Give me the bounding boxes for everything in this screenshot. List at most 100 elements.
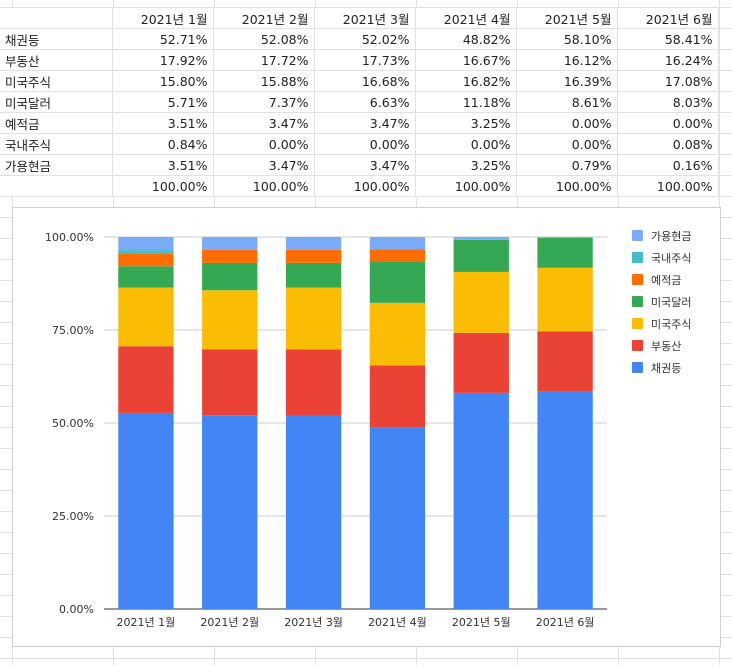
bar-segment[interactable] (285, 287, 342, 350)
value-cell[interactable]: 17.72% (213, 49, 315, 71)
value-cell[interactable]: 3.47% (314, 154, 416, 176)
bar-segment[interactable] (202, 237, 258, 250)
value-cell[interactable]: 17.08% (617, 70, 719, 92)
value-cell[interactable]: 58.10% (516, 28, 618, 50)
value-cell[interactable]: 0.00% (516, 133, 618, 155)
bar-segment[interactable] (369, 249, 426, 262)
bar-segment[interactable] (202, 415, 258, 609)
bar-segment[interactable] (369, 365, 426, 428)
row-label-cell[interactable]: 국내주식 (0, 133, 113, 155)
value-cell[interactable]: 17.92% (112, 49, 214, 71)
legend-swatch[interactable] (632, 362, 643, 373)
value-cell[interactable]: 16.24% (617, 49, 719, 71)
value-cell[interactable]: 11.18% (415, 91, 517, 113)
bar-segment[interactable] (537, 391, 593, 609)
value-cell[interactable]: 8.03% (617, 91, 719, 113)
value-cell[interactable]: 3.51% (112, 112, 214, 134)
value-cell[interactable]: 0.00% (516, 112, 618, 134)
value-cell[interactable]: 52.08% (213, 28, 315, 50)
bar-segment[interactable] (118, 287, 174, 347)
column-header-cell[interactable]: 2021년 4월 (415, 7, 517, 29)
value-cell[interactable]: 16.39% (516, 70, 618, 92)
value-cell[interactable]: 52.71% (112, 28, 214, 50)
value-cell[interactable]: 7.37% (213, 91, 315, 113)
bar-segment[interactable] (285, 249, 342, 263)
value-cell[interactable]: 3.47% (213, 154, 315, 176)
column-header-cell[interactable]: 2021년 2월 (213, 7, 315, 29)
bar-segment[interactable] (537, 331, 593, 392)
bar-segment[interactable] (453, 392, 509, 609)
legend-swatch[interactable] (632, 274, 643, 285)
legend-swatch[interactable] (632, 318, 643, 329)
row-label-cell[interactable]: 미국주식 (0, 70, 113, 92)
value-cell[interactable]: 3.51% (112, 154, 214, 176)
bar-segment[interactable] (118, 250, 174, 254)
bar-segment[interactable] (285, 349, 342, 416)
bar-segment[interactable] (202, 349, 258, 416)
stacked-bar-chart[interactable]: 0.00% 25.00% 50.00% 75.00% 100.00% 2021년 1월 20… (12, 207, 721, 647)
value-cell[interactable]: 3.25% (415, 112, 517, 134)
bar-segment[interactable] (118, 346, 174, 413)
value-cell[interactable]: 16.67% (415, 49, 517, 71)
value-cell[interactable]: 15.88% (213, 70, 315, 92)
bar-segment[interactable] (202, 262, 258, 291)
value-cell[interactable]: 100.00% (314, 175, 416, 197)
bar-segment[interactable] (537, 237, 593, 238)
bar-segment[interactable] (202, 249, 258, 263)
value-cell[interactable]: 0.16% (617, 154, 719, 176)
column-header-cell[interactable]: 2021년 3월 (314, 7, 416, 29)
value-cell[interactable]: 48.82% (415, 28, 517, 50)
column-header-cell[interactable]: 2021년 1월 (112, 7, 214, 29)
row-label-cell[interactable]: 미국달러 (0, 91, 113, 113)
row-label-cell[interactable] (0, 175, 113, 197)
bar-segment[interactable] (285, 237, 342, 250)
value-cell[interactable]: 100.00% (415, 175, 517, 197)
column-header-cell[interactable]: 2021년 5월 (516, 7, 618, 29)
value-cell[interactable]: 0.79% (516, 154, 618, 176)
bar-segment[interactable] (118, 237, 174, 251)
bar-segment[interactable] (285, 415, 342, 609)
value-cell[interactable]: 100.00% (516, 175, 618, 197)
bar-segment[interactable] (285, 262, 342, 288)
bar-segment[interactable] (453, 239, 509, 272)
bar-segment[interactable] (118, 253, 174, 267)
value-cell[interactable]: 0.08% (617, 133, 719, 155)
legend-swatch[interactable] (632, 340, 643, 351)
value-cell[interactable]: 16.82% (415, 70, 517, 92)
value-cell[interactable]: 16.68% (314, 70, 416, 92)
value-cell[interactable]: 0.00% (314, 133, 416, 155)
bar-segment[interactable] (369, 427, 426, 609)
value-cell[interactable]: 6.63% (314, 91, 416, 113)
value-cell[interactable]: 16.12% (516, 49, 618, 71)
value-cell[interactable]: 17.73% (314, 49, 416, 71)
value-cell[interactable]: 100.00% (213, 175, 315, 197)
bar-segment[interactable] (369, 261, 426, 303)
bar-segment[interactable] (118, 412, 174, 609)
value-cell[interactable]: 8.61% (516, 91, 618, 113)
bar-segment[interactable] (118, 266, 174, 288)
bar-segment[interactable] (453, 236, 509, 240)
value-cell[interactable]: 3.47% (314, 112, 416, 134)
bar-segment[interactable] (537, 237, 593, 268)
bar-segment[interactable] (453, 271, 509, 333)
value-cell[interactable]: 100.00% (112, 175, 214, 197)
value-cell[interactable]: 0.84% (112, 133, 214, 155)
value-cell[interactable]: 15.80% (112, 70, 214, 92)
value-cell[interactable]: 3.25% (415, 154, 517, 176)
value-cell[interactable]: 0.00% (415, 133, 517, 155)
row-label-cell[interactable]: 채권등 (0, 28, 113, 50)
row-label-cell[interactable]: 부동산 (0, 49, 113, 71)
value-cell[interactable]: 100.00% (617, 175, 719, 197)
row-label-cell[interactable]: 예적금 (0, 112, 113, 134)
value-cell[interactable]: 3.47% (213, 112, 315, 134)
bar-segment[interactable] (369, 302, 426, 366)
value-cell[interactable]: 0.00% (213, 133, 315, 155)
bar-segment[interactable] (453, 332, 509, 393)
value-cell[interactable]: 0.00% (617, 112, 719, 134)
bar-segment[interactable] (202, 290, 258, 350)
legend-swatch[interactable] (632, 252, 643, 263)
corner-cell[interactable] (0, 7, 113, 29)
value-cell[interactable]: 5.71% (112, 91, 214, 113)
row-label-cell[interactable]: 가용현금 (0, 154, 113, 176)
bar-segment[interactable] (537, 267, 593, 332)
